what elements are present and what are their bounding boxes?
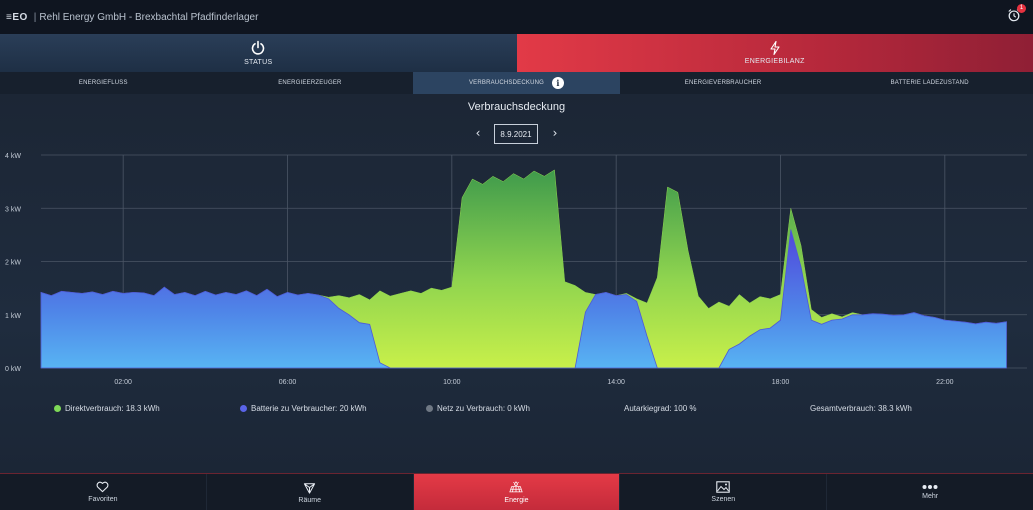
nav-energie[interactable]: Energie: [413, 474, 621, 510]
x-tick-label: 06:00: [279, 379, 297, 386]
alarm-badge: 1: [1017, 4, 1026, 13]
nav-szenen[interactable]: Szenen: [620, 474, 828, 510]
legend-label: Gesamtverbrauch: 38.3 kWh: [810, 404, 912, 413]
date-navigation: ‹ 8.9.2021 ›: [0, 124, 1033, 144]
nav-label: Energie: [504, 496, 529, 504]
mode-tabs: STATUS ENERGIEBILANZ: [0, 34, 1033, 72]
power-icon: [251, 40, 265, 55]
y-tick-label: 1 kW: [5, 313, 21, 320]
sub-tabs: ENERGIEFLUSS ENERGIEERZEUGER VERBRAUCHSD…: [0, 72, 1033, 94]
subtab-energieerzeuger[interactable]: ENERGIEERZEUGER: [207, 72, 414, 94]
top-bar: ≡EO | Rehl Energy GmbH - Brexbachtal Pfa…: [0, 0, 1033, 34]
nav-label: Szenen: [711, 496, 736, 503]
nav-raeume[interactable]: Räume: [207, 474, 414, 510]
nav-favoriten[interactable]: Favoriten: [0, 474, 207, 510]
subtab-label: BATTERIE LADEZUSTAND: [890, 80, 969, 86]
tab-energiebilanz-label: ENERGIEBILANZ: [744, 58, 805, 65]
app-logo: ≡EO: [6, 11, 28, 23]
legend-label: Autarkiegrad: 100 %: [624, 404, 697, 413]
info-icon[interactable]: i: [552, 77, 565, 89]
autarkiegrad-value: Autarkiegrad: 100 %: [624, 404, 697, 413]
x-tick-label: 02:00: [114, 379, 132, 386]
x-tick-label: 14:00: [607, 379, 625, 386]
subtab-batterie-ladezustand[interactable]: BATTERIE LADEZUSTAND: [826, 72, 1033, 94]
app-title: Rehl Energy GmbH - Brexbachtal Pfadfinde…: [39, 11, 259, 23]
solar-panel-icon: [509, 480, 524, 492]
legend-dot-green: [54, 405, 61, 412]
subtab-energieverbraucher[interactable]: ENERGIEVERBRAUCHER: [620, 72, 827, 94]
chart-title: Verbrauchsdeckung: [467, 101, 566, 113]
chart-legend: Direktverbrauch: 18.3 kWh Batterie zu Ve…: [0, 404, 1033, 416]
y-tick-label: 4 kW: [5, 153, 21, 160]
legend-netz[interactable]: Netz zu Verbrauch: 0 kWh: [426, 404, 530, 413]
nav-mehr[interactable]: Mehr: [827, 474, 1033, 510]
y-tick-label: 3 kW: [5, 206, 21, 213]
bottom-navigation: Favoriten Räume Energie Szenen Mehr: [0, 473, 1033, 510]
alarm-button[interactable]: 1: [1007, 4, 1026, 24]
prev-day-button[interactable]: ‹: [475, 126, 481, 140]
x-tick-label: 18:00: [772, 379, 790, 386]
legend-direktverbrauch[interactable]: Direktverbrauch: 18.3 kWh: [54, 404, 160, 413]
subtab-label: ENERGIEERZEUGER: [278, 80, 342, 86]
nav-label: Mehr: [922, 493, 939, 500]
subtab-energiefluss[interactable]: ENERGIEFLUSS: [0, 72, 207, 94]
x-axis: 02:00 06:00 10:00 14:00 18:00 22:00: [114, 379, 953, 386]
y-tick-label: 2 kW: [5, 260, 21, 267]
subtab-label: ENERGIEVERBRAUCHER: [684, 80, 762, 86]
subtab-label: VERBRAUCHSDECKUNG: [468, 80, 545, 86]
series-batterie-area: [40, 229, 1007, 369]
legend-batterie[interactable]: Batterie zu Verbraucher: 20 kWh: [240, 404, 367, 413]
y-tick-label: 0 kW: [5, 366, 21, 373]
subtab-label: ENERGIEFLUSS: [78, 80, 128, 86]
consumption-chart: 0 kW 1 kW 2 kW 3 kW 4 kW 02:00 06:00 10:00 14:0…: [5, 153, 1027, 386]
cube-icon: [304, 482, 316, 494]
image-icon: [716, 481, 731, 493]
tab-status-label: STATUS: [244, 59, 273, 66]
x-tick-label: 10:00: [443, 379, 461, 386]
title-separator: |: [33, 11, 37, 23]
more-dots-icon: [922, 485, 938, 489]
legend-dot-gray: [426, 405, 433, 412]
heart-icon: [96, 481, 109, 493]
legend-label: Batterie zu Verbraucher: 20 kWh: [251, 404, 367, 413]
next-day-button[interactable]: ›: [552, 126, 558, 140]
nav-label: Räume: [298, 496, 321, 504]
tab-status[interactable]: STATUS: [0, 34, 517, 72]
subtab-verbrauchsdeckung[interactable]: VERBRAUCHSDECKUNG i: [413, 72, 620, 94]
tab-energiebilanz[interactable]: ENERGIEBILANZ: [516, 34, 1033, 72]
x-tick-label: 22:00: [936, 379, 954, 386]
lightning-icon: [770, 41, 780, 55]
legend-dot-blue: [240, 405, 247, 412]
legend-label: Netz zu Verbrauch: 0 kWh: [437, 404, 530, 413]
y-axis: 0 kW 1 kW 2 kW 3 kW 4 kW: [5, 153, 21, 373]
legend-label: Direktverbrauch: 18.3 kWh: [65, 404, 160, 413]
date-display[interactable]: 8.9.2021: [494, 124, 538, 144]
nav-label: Favoriten: [88, 496, 118, 503]
main-content: Verbrauchsdeckung ‹ 8.9.2021 › 0 kW 1 kW 2…: [0, 94, 1033, 473]
gesamtverbrauch-value: Gesamtverbrauch: 38.3 kWh: [810, 404, 912, 413]
